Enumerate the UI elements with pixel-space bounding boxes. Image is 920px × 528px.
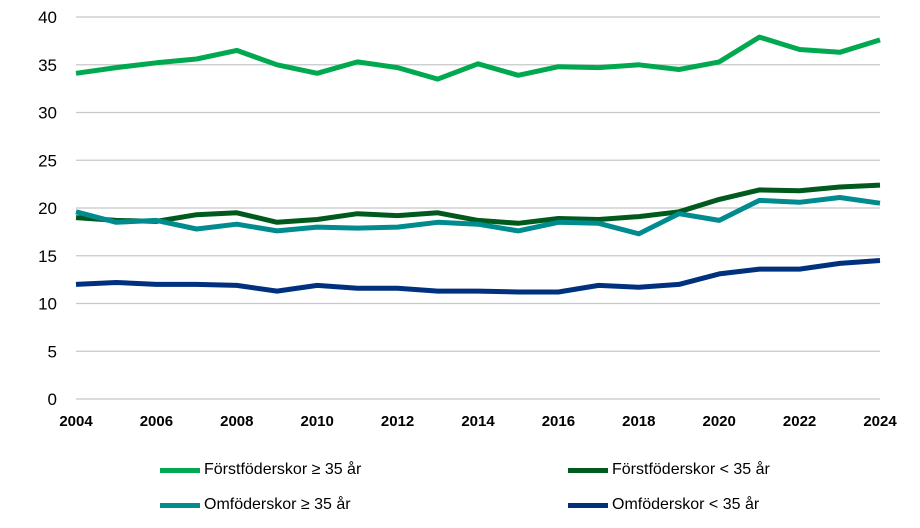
series-line-1 (75, 182, 881, 226)
series-line-0 (75, 34, 881, 82)
legend-item-0: Förstföderskor ≥ 35 år (160, 461, 361, 479)
legend-swatch (160, 467, 200, 473)
x-tick-label: 2012 (381, 413, 414, 430)
gridlines (76, 16, 880, 400)
x-tick-label: 2008 (220, 413, 253, 430)
y-tick-label: 15 (38, 247, 57, 266)
y-tick-label: 0 (48, 390, 57, 409)
series-line-3 (75, 258, 881, 295)
x-tick-label: 2004 (59, 413, 93, 430)
x-tick-label: 2024 (863, 413, 897, 430)
legend-label: Förstföderskor ≥ 35 år (204, 461, 362, 478)
legend-swatch (568, 467, 608, 473)
legend-swatch (160, 502, 200, 508)
x-tick-label: 2018 (622, 413, 655, 430)
y-axis: 0 5 10 15 20 25 30 35 40 (38, 8, 57, 409)
legend-item-2: Omföderskor ≥ 35 år (160, 496, 351, 514)
series-lines (75, 34, 881, 295)
x-tick-label: 2014 (461, 413, 495, 430)
y-tick-label: 20 (38, 199, 57, 218)
y-tick-label: 5 (48, 342, 57, 361)
y-tick-label: 40 (38, 8, 57, 27)
x-tick-label: 2020 (703, 413, 736, 430)
legend-item-1: Förstföderskor < 35 år (568, 461, 770, 479)
legend-label: Förstföderskor < 35 år (612, 461, 770, 478)
x-tick-label: 2006 (140, 413, 173, 430)
y-tick-label: 10 (38, 295, 57, 314)
legend-item-3: Omföderskor < 35 år (568, 496, 759, 514)
legend-label: Omföderskor ≥ 35 år (204, 496, 351, 513)
y-tick-label: 25 (38, 151, 57, 170)
y-tick-label: 35 (38, 56, 57, 75)
x-tick-label: 2010 (301, 413, 334, 430)
legend-swatch (568, 502, 608, 508)
y-tick-label: 30 (38, 104, 57, 123)
legend-label: Omföderskor < 35 år (612, 496, 760, 513)
x-tick-label: 2016 (542, 413, 575, 430)
x-axis: 2004 2006 2008 2010 2012 2014 2016 2018 2020 2022… (59, 413, 897, 430)
x-tick-label: 2022 (783, 413, 816, 430)
